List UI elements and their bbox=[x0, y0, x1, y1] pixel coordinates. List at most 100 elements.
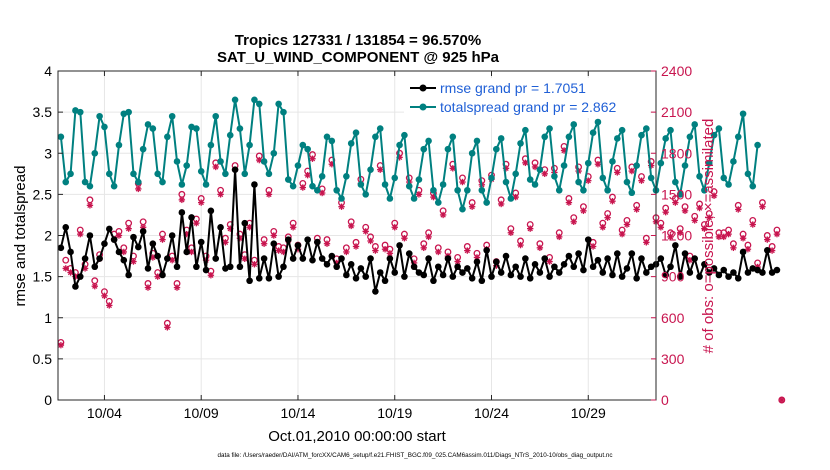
asterisk-stroke bbox=[517, 242, 524, 248]
obs-assimilated-marker bbox=[580, 207, 587, 215]
rmse-point bbox=[309, 256, 316, 264]
asterisk-stroke bbox=[280, 249, 287, 255]
rmse-point bbox=[643, 269, 650, 276]
obs-assimilated-marker bbox=[657, 224, 665, 231]
rmse-point bbox=[715, 271, 723, 279]
totalspread-point bbox=[531, 181, 539, 188]
totalspread-point bbox=[226, 131, 234, 139]
legend-label-totalspread: totalspread grand pr = 2.862 bbox=[440, 99, 617, 115]
rmse-point bbox=[555, 269, 563, 276]
totalspread-point bbox=[599, 174, 607, 182]
rmse-point bbox=[323, 260, 331, 268]
totalspread-point bbox=[696, 172, 703, 180]
asterisk-stroke bbox=[774, 231, 780, 237]
totalspread-point bbox=[613, 135, 621, 142]
obs-assimilated-marker bbox=[565, 199, 573, 206]
asterisk-stroke bbox=[585, 177, 591, 184]
x-axis-ticks: 10/04 10/09 10/14 10/19 10/24 10/29 bbox=[87, 71, 606, 421]
asterisk-stroke bbox=[290, 224, 296, 230]
obs-assimilated-marker bbox=[241, 255, 248, 263]
right-tick-label: 2100 bbox=[661, 104, 692, 120]
rmse-point bbox=[164, 255, 171, 262]
rmse-point bbox=[459, 269, 466, 276]
totalspread-point bbox=[367, 166, 374, 173]
asterisk-stroke bbox=[571, 219, 577, 225]
asterisk-stroke bbox=[658, 224, 664, 230]
chart-title-line2: SAT_U_WIND_COMPONENT @ 925 hPa bbox=[217, 49, 500, 66]
rmse-point bbox=[81, 255, 89, 262]
right-axis-label: # of obs: o=possible; ×=assimilated bbox=[700, 119, 717, 354]
rmse-point bbox=[541, 255, 549, 262]
asterisk-stroke bbox=[421, 245, 427, 251]
rmse-point bbox=[676, 273, 684, 280]
obs-assimilated-marker bbox=[173, 284, 181, 291]
rmse-point bbox=[734, 274, 742, 282]
totalspread-point bbox=[541, 133, 549, 141]
totalspread-point bbox=[255, 100, 263, 108]
totalspread-point bbox=[604, 186, 611, 194]
rmse-point bbox=[584, 236, 592, 243]
totalspread-point bbox=[691, 121, 699, 128]
totalspread-point bbox=[744, 170, 752, 178]
rmse-point bbox=[231, 166, 239, 173]
totalspread-point bbox=[667, 126, 674, 134]
rmse-point bbox=[265, 274, 273, 282]
rmse-point bbox=[333, 263, 340, 271]
totalspread-point bbox=[676, 191, 684, 198]
obs-assimilated-marker bbox=[362, 228, 369, 235]
totalspread-point bbox=[280, 108, 287, 116]
obs-assimilated-marker bbox=[691, 217, 698, 224]
obs-assimilated-marker bbox=[270, 232, 277, 239]
rmse-point bbox=[589, 263, 597, 271]
left-tick-label: 1 bbox=[44, 310, 52, 326]
left-axis-ticks: 0 0.5 1 1.5 2 2.5 3 3.5 4 bbox=[33, 63, 63, 408]
totalspread-point bbox=[551, 172, 558, 180]
obs-assimilated-marker bbox=[599, 224, 606, 231]
rmse-point bbox=[594, 256, 602, 264]
rmse-point bbox=[618, 273, 626, 280]
totalspread-point bbox=[338, 195, 345, 202]
totalspread-point bbox=[643, 125, 650, 132]
rmse-point bbox=[328, 252, 336, 260]
asterisk-stroke bbox=[687, 257, 693, 263]
asterisk-stroke bbox=[464, 247, 471, 254]
rmse-point bbox=[275, 273, 282, 280]
asterisk-stroke bbox=[164, 324, 171, 331]
rmse-point bbox=[173, 263, 181, 271]
asterisk-stroke bbox=[595, 161, 601, 167]
obs-assimilated-marker bbox=[77, 230, 84, 238]
legend-swatch-rmse-marker bbox=[419, 84, 427, 92]
rmse-point bbox=[391, 269, 399, 276]
asterisk-stroke bbox=[662, 209, 669, 215]
asterisk-stroke bbox=[561, 147, 567, 154]
asterisk-stroke bbox=[101, 293, 108, 299]
obs-assimilated-marker bbox=[289, 224, 297, 231]
totalspread-point bbox=[125, 108, 132, 116]
totalspread-point bbox=[251, 96, 258, 104]
rmse-point bbox=[236, 263, 244, 271]
obs-assimilated-marker bbox=[759, 203, 766, 210]
totalspread-point bbox=[715, 125, 723, 132]
totalspread-point bbox=[183, 162, 190, 169]
rmse-point bbox=[149, 240, 157, 248]
totalspread-point bbox=[246, 141, 253, 149]
asterisk-stroke bbox=[401, 235, 408, 241]
totalspread-point bbox=[686, 133, 694, 141]
rmse-point bbox=[613, 250, 621, 257]
obs-assimilated-marker bbox=[299, 184, 307, 191]
asterisk-stroke bbox=[590, 243, 596, 250]
rmse-point bbox=[705, 269, 713, 276]
totalspread-point bbox=[217, 158, 224, 165]
obs-assimilated-marker bbox=[764, 236, 771, 243]
obs-assimilated-marker bbox=[701, 225, 708, 232]
asterisk-stroke bbox=[154, 273, 161, 280]
rmse-point bbox=[686, 269, 694, 276]
asterisk-stroke bbox=[275, 247, 282, 254]
rmse-point bbox=[280, 263, 287, 271]
obs-assimilated-marker bbox=[570, 218, 577, 225]
left-tick-label: 4 bbox=[44, 63, 52, 79]
rmse-point bbox=[260, 255, 268, 262]
asterisk-stroke bbox=[745, 246, 751, 252]
left-tick-label: 0.5 bbox=[33, 351, 53, 367]
asterisk-stroke bbox=[566, 199, 572, 206]
